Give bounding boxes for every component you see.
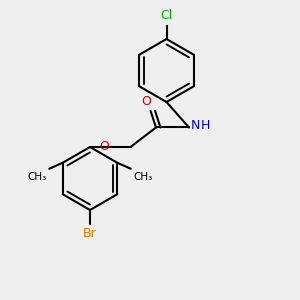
Text: H: H bbox=[200, 119, 210, 133]
Text: O: O bbox=[141, 95, 151, 108]
Text: Br: Br bbox=[83, 227, 97, 240]
Text: Cl: Cl bbox=[160, 9, 172, 22]
Text: CH₃: CH₃ bbox=[133, 172, 152, 182]
Text: CH₃: CH₃ bbox=[28, 172, 47, 182]
Text: N: N bbox=[190, 119, 200, 133]
Text: O: O bbox=[99, 140, 109, 154]
